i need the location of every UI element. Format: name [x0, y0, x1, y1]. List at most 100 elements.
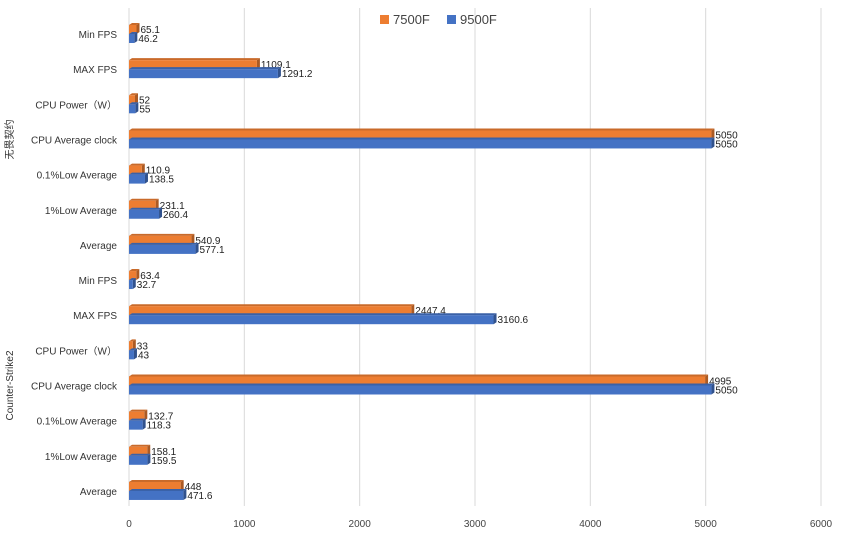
- bar-side-9500F-g1-c0: [132, 278, 136, 290]
- x-tick-label-3000: 3000: [464, 519, 487, 530]
- category-label-g0-c0: Min FPS: [79, 30, 118, 41]
- data-label-7500F-g1-c5: 158.1: [151, 447, 176, 458]
- bar-top-7500F-g1-c1: [129, 304, 415, 307]
- bar-side-9500F-g1-c3: [711, 383, 715, 395]
- bar-side-9500F-g1-c2: [133, 348, 137, 360]
- data-label-7500F-g0-c3: 5050: [715, 130, 738, 141]
- bar-7500F-g1-c1: [129, 306, 412, 316]
- bar-side-9500F-g0-c5: [159, 207, 163, 219]
- bar-side-9500F-g0-c1: [277, 67, 281, 79]
- bar-top-7500F-g0-c2: [129, 93, 138, 96]
- bar-9500F-g0-c1: [129, 69, 278, 79]
- bar-7500F-g0-c3: [129, 130, 712, 140]
- bar-9500F-g1-c2: [129, 350, 134, 360]
- x-tick-label-1000: 1000: [233, 519, 256, 530]
- bar-top-9500F-g0-c1: [129, 67, 281, 70]
- bar-9500F-g0-c2: [129, 104, 136, 114]
- bar-9500F-g1-c4: [129, 420, 143, 430]
- bar-top-9500F-g1-c3: [129, 383, 715, 386]
- bar-top-7500F-g0-c3: [129, 128, 715, 131]
- category-label-g1-c4: 0.1%Low Average: [37, 417, 118, 428]
- data-label-9500F-g0-c1: 1291.2: [282, 69, 313, 80]
- data-label-7500F-g0-c1: 1109.1: [261, 60, 291, 71]
- bar-top-7500F-g1-c0: [129, 269, 140, 272]
- bar-9500F-g1-c3: [129, 385, 712, 395]
- bar-top-9500F-g1-c2: [129, 348, 137, 351]
- bar-7500F-g1-c6: [129, 481, 181, 491]
- bar-top-7500F-g0-c5: [129, 198, 159, 201]
- group-label-0: 无畏契约: [3, 119, 16, 159]
- bar-9500F-g0-c6: [129, 244, 196, 254]
- bar-top-7500F-g1-c6: [129, 479, 184, 482]
- data-label-7500F-g1-c2: 33: [137, 341, 149, 352]
- bar-top-7500F-g0-c6: [129, 233, 195, 236]
- bar-7500F-g0-c2: [129, 95, 135, 105]
- bar-9500F-g0-c3: [129, 139, 712, 149]
- bar-side-7500F-g1-c3: [705, 374, 709, 386]
- bar-9500F-g1-c1: [129, 315, 494, 325]
- category-label-g0-c3: CPU Average clock: [31, 135, 118, 146]
- group-label-1: Counter-Strike2: [5, 350, 16, 420]
- bar-side-7500F-g0-c3: [711, 128, 715, 140]
- x-tick-label-0: 0: [126, 519, 132, 530]
- bar-7500F-g1-c0: [129, 271, 137, 281]
- bar-7500F-g1-c5: [129, 446, 148, 456]
- bar-7500F-g1-c2: [129, 341, 133, 351]
- data-label-7500F-g0-c5: 231.1: [160, 201, 185, 212]
- data-label-9500F-g0-c6: 577.1: [200, 245, 225, 256]
- data-label-9500F-g1-c4: 118.3: [147, 421, 172, 432]
- bar-7500F-g0-c0: [129, 25, 137, 34]
- bar-side-7500F-g1-c2: [132, 339, 136, 351]
- x-tick-label-6000: 6000: [810, 519, 833, 530]
- legend-label-7500F: 7500F: [393, 12, 430, 27]
- bar-side-9500F-g1-c5: [147, 453, 151, 465]
- bar-side-7500F-g0-c6: [191, 233, 195, 245]
- category-label-g1-c3: CPU Average clock: [31, 382, 118, 393]
- data-label-7500F-g1-c1: 2447.4: [415, 306, 446, 317]
- bar-top-9500F-g1-c6: [129, 488, 187, 491]
- category-label-g0-c4: 0.1%Low Average: [37, 171, 118, 182]
- bar-side-9500F-g0-c2: [135, 102, 139, 114]
- bar-top-9500F-g0-c4: [129, 172, 148, 175]
- category-label-g0-c6: Average: [80, 241, 118, 252]
- bar-7500F-g0-c1: [129, 60, 257, 70]
- category-label-g0-c2: CPU Power（W）: [35, 99, 117, 111]
- bar-side-7500F-g0-c1: [256, 58, 260, 70]
- x-tick-label-4000: 4000: [579, 519, 602, 530]
- x-tick-label-5000: 5000: [695, 519, 718, 530]
- bar-side-7500F-g1-c0: [136, 269, 140, 281]
- bar-top-9500F-g0-c6: [129, 242, 199, 245]
- bar-9500F-g1-c6: [129, 490, 184, 500]
- bar-side-7500F-g1-c1: [411, 304, 415, 316]
- data-label-9500F-g0-c4: 138.5: [149, 175, 174, 186]
- data-label-7500F-g0-c2: 52: [139, 95, 151, 106]
- bar-top-9500F-g0-c5: [129, 207, 163, 210]
- category-label-g0-c1: MAX FPS: [73, 65, 117, 76]
- legend-label-9500F: 9500F: [460, 12, 497, 27]
- bar-top-9500F-g0-c2: [129, 102, 139, 105]
- category-label-g1-c6: Average: [80, 487, 118, 498]
- bar-top-9500F-g0-c0: [129, 32, 138, 34]
- data-label-9500F-g0-c5: 260.4: [163, 210, 188, 221]
- bar-top-7500F-g1-c5: [129, 444, 151, 447]
- data-label-9500F-g1-c0: 32.7: [137, 280, 157, 291]
- category-label-g1-c1: MAX FPS: [73, 311, 117, 322]
- data-label-7500F-g0-c4: 110.9: [146, 166, 171, 177]
- bar-side-9500F-g0-c3: [711, 137, 715, 149]
- data-label-9500F-g1-c1: 3160.6: [498, 315, 529, 326]
- bar-side-9500F-g1-c4: [142, 418, 146, 430]
- bar-7500F-g0-c5: [129, 200, 156, 210]
- bar-top-7500F-g0-c1: [129, 58, 260, 61]
- bar-side-7500F-g1-c6: [180, 479, 184, 491]
- bar-side-7500F-g0-c0: [136, 23, 140, 34]
- bar-top-7500F-g0-c0: [129, 23, 140, 25]
- category-label-g1-c5: 1%Low Average: [45, 452, 118, 463]
- bar-7500F-g1-c4: [129, 411, 145, 421]
- category-label-g1-c0: Min FPS: [79, 276, 118, 287]
- bar-side-9500F-g1-c1: [493, 313, 497, 325]
- bar-top-7500F-g0-c4: [129, 163, 145, 166]
- bar-side-7500F-g0-c5: [155, 198, 159, 210]
- legend-swatch-9500F: [447, 15, 456, 24]
